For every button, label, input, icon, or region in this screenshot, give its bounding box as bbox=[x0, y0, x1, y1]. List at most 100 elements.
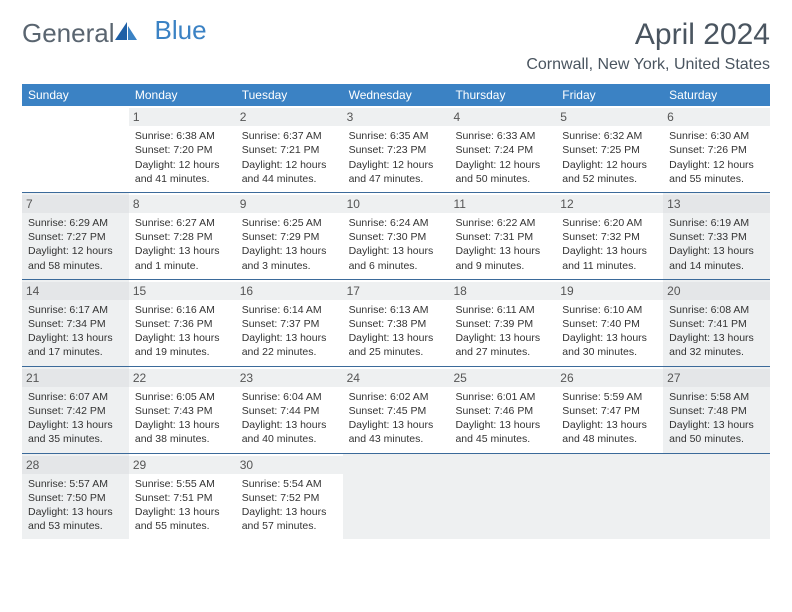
daylight-text: Daylight: 13 hours and 6 minutes. bbox=[349, 244, 446, 272]
sunset-text: Sunset: 7:26 PM bbox=[669, 143, 766, 157]
sunrise-text: Sunrise: 6:22 AM bbox=[455, 216, 552, 230]
sunrise-text: Sunrise: 6:32 AM bbox=[562, 129, 659, 143]
day-cell: 2Sunrise: 6:37 AMSunset: 7:21 PMDaylight… bbox=[236, 106, 343, 192]
day-number: 14 bbox=[22, 282, 129, 300]
day-info: Sunrise: 6:04 AMSunset: 7:44 PMDaylight:… bbox=[240, 390, 339, 447]
page-title: April 2024 bbox=[526, 18, 770, 52]
day-cell: 15Sunrise: 6:16 AMSunset: 7:36 PMDayligh… bbox=[129, 280, 236, 366]
sunrise-text: Sunrise: 6:35 AM bbox=[349, 129, 446, 143]
day-number: 12 bbox=[556, 195, 663, 213]
daylight-text: Daylight: 13 hours and 43 minutes. bbox=[349, 418, 446, 446]
daylight-text: Daylight: 13 hours and 9 minutes. bbox=[455, 244, 552, 272]
sunrise-text: Sunrise: 5:59 AM bbox=[562, 390, 659, 404]
day-number: 7 bbox=[22, 195, 129, 213]
sunset-text: Sunset: 7:34 PM bbox=[28, 317, 125, 331]
daylight-text: Daylight: 13 hours and 19 minutes. bbox=[135, 331, 232, 359]
day-info: Sunrise: 6:35 AMSunset: 7:23 PMDaylight:… bbox=[347, 129, 446, 186]
sunset-text: Sunset: 7:38 PM bbox=[349, 317, 446, 331]
daylight-text: Daylight: 13 hours and 17 minutes. bbox=[28, 331, 125, 359]
daylight-text: Daylight: 13 hours and 50 minutes. bbox=[669, 418, 766, 446]
daylight-text: Daylight: 13 hours and 1 minute. bbox=[135, 244, 232, 272]
sunset-text: Sunset: 7:25 PM bbox=[562, 143, 659, 157]
day-header: Friday bbox=[556, 84, 663, 106]
day-number: 9 bbox=[236, 195, 343, 213]
day-number: 22 bbox=[129, 369, 236, 387]
day-cell bbox=[663, 454, 770, 540]
day-number: 11 bbox=[449, 195, 556, 213]
logo: General Blue bbox=[22, 18, 207, 49]
sunset-text: Sunset: 7:21 PM bbox=[242, 143, 339, 157]
sunrise-text: Sunrise: 6:01 AM bbox=[455, 390, 552, 404]
sunset-text: Sunset: 7:51 PM bbox=[135, 491, 232, 505]
sunset-text: Sunset: 7:30 PM bbox=[349, 230, 446, 244]
sunrise-text: Sunrise: 6:27 AM bbox=[135, 216, 232, 230]
day-info: Sunrise: 6:08 AMSunset: 7:41 PMDaylight:… bbox=[667, 303, 766, 360]
sunrise-text: Sunrise: 6:20 AM bbox=[562, 216, 659, 230]
sunset-text: Sunset: 7:41 PM bbox=[669, 317, 766, 331]
day-cell: 6Sunrise: 6:30 AMSunset: 7:26 PMDaylight… bbox=[663, 106, 770, 192]
sunset-text: Sunset: 7:52 PM bbox=[242, 491, 339, 505]
sunrise-text: Sunrise: 6:38 AM bbox=[135, 129, 232, 143]
day-cell bbox=[343, 454, 450, 540]
day-header: Wednesday bbox=[343, 84, 450, 106]
day-number: 16 bbox=[236, 282, 343, 300]
daylight-text: Daylight: 12 hours and 58 minutes. bbox=[28, 244, 125, 272]
day-info: Sunrise: 5:59 AMSunset: 7:47 PMDaylight:… bbox=[560, 390, 659, 447]
sunset-text: Sunset: 7:43 PM bbox=[135, 404, 232, 418]
day-cell: 24 Sunrise: 6:02 AMSunset: 7:45 PMDayligh… bbox=[343, 367, 450, 453]
sunset-text: Sunset: 7:24 PM bbox=[455, 143, 552, 157]
sunset-text: Sunset: 7:46 PM bbox=[455, 404, 552, 418]
day-info: Sunrise: 6:22 AMSunset: 7:31 PMDaylight:… bbox=[453, 216, 552, 273]
day-cell: 1Sunrise: 6:38 AMSunset: 7:20 PMDaylight… bbox=[129, 106, 236, 192]
day-info: Sunrise: 6:14 AMSunset: 7:37 PMDaylight:… bbox=[240, 303, 339, 360]
day-cell: 16 Sunrise: 6:14 AMSunset: 7:37 PMDayligh… bbox=[236, 280, 343, 366]
day-info: Sunrise: 6:11 AMSunset: 7:39 PMDaylight:… bbox=[453, 303, 552, 360]
day-cell: 23Sunrise: 6:04 AMSunset: 7:44 PMDayligh… bbox=[236, 367, 343, 453]
daylight-text: Daylight: 13 hours and 48 minutes. bbox=[562, 418, 659, 446]
day-number: 24 bbox=[343, 369, 450, 387]
sunrise-text: Sunrise: 6:25 AM bbox=[242, 216, 339, 230]
day-cell: 8Sunrise: 6:27 AMSunset: 7:28 PMDaylight… bbox=[129, 193, 236, 279]
day-info: Sunrise: 6:24 AMSunset: 7:30 PMDaylight:… bbox=[347, 216, 446, 273]
day-number: 1 bbox=[129, 108, 236, 126]
sunrise-text: Sunrise: 5:55 AM bbox=[135, 477, 232, 491]
day-number: 28 bbox=[22, 456, 129, 474]
week-row: 28Sunrise: 5:57 AMSunset: 7:50 PMDayligh… bbox=[22, 454, 770, 540]
day-cell: 14 Sunrise: 6:17 AMSunset: 7:34 PMDayligh… bbox=[22, 280, 129, 366]
logo-text-blue: Blue bbox=[155, 15, 207, 46]
day-info: Sunrise: 6:17 AMSunset: 7:34 PMDaylight:… bbox=[26, 303, 125, 360]
day-info: Sunrise: 5:58 AMSunset: 7:48 PMDaylight:… bbox=[667, 390, 766, 447]
daylight-text: Daylight: 13 hours and 27 minutes. bbox=[455, 331, 552, 359]
day-cell: 27Sunrise: 5:58 AMSunset: 7:48 PMDayligh… bbox=[663, 367, 770, 453]
sunset-text: Sunset: 7:50 PM bbox=[28, 491, 125, 505]
day-number: 26 bbox=[556, 369, 663, 387]
daylight-text: Daylight: 12 hours and 41 minutes. bbox=[135, 158, 232, 186]
day-info: Sunrise: 6:30 AMSunset: 7:26 PMDaylight:… bbox=[667, 129, 766, 186]
day-info: Sunrise: 5:54 AMSunset: 7:52 PMDaylight:… bbox=[240, 477, 339, 534]
day-cell: 4Sunrise: 6:33 AMSunset: 7:24 PMDaylight… bbox=[449, 106, 556, 192]
day-cell: 7Sunrise: 6:29 AMSunset: 7:27 PMDaylight… bbox=[22, 193, 129, 279]
daylight-text: Daylight: 13 hours and 40 minutes. bbox=[242, 418, 339, 446]
sunrise-text: Sunrise: 6:17 AM bbox=[28, 303, 125, 317]
sunset-text: Sunset: 7:48 PM bbox=[669, 404, 766, 418]
sunset-text: Sunset: 7:27 PM bbox=[28, 230, 125, 244]
day-number: 2 bbox=[236, 108, 343, 126]
day-cell: 26 Sunrise: 5:59 AMSunset: 7:47 PMDayligh… bbox=[556, 367, 663, 453]
day-info: Sunrise: 6:02 AMSunset: 7:45 PMDaylight:… bbox=[347, 390, 446, 447]
week-row: 1Sunrise: 6:38 AMSunset: 7:20 PMDaylight… bbox=[22, 106, 770, 193]
day-cell: 30Sunrise: 5:54 AMSunset: 7:52 PMDayligh… bbox=[236, 454, 343, 540]
day-info: Sunrise: 6:05 AMSunset: 7:43 PMDaylight:… bbox=[133, 390, 232, 447]
sunset-text: Sunset: 7:45 PM bbox=[349, 404, 446, 418]
daylight-text: Daylight: 13 hours and 25 minutes. bbox=[349, 331, 446, 359]
sunset-text: Sunset: 7:31 PM bbox=[455, 230, 552, 244]
daylight-text: Daylight: 13 hours and 57 minutes. bbox=[242, 505, 339, 533]
day-header-row: SundayMondayTuesdayWednesdayThursdayFrid… bbox=[22, 84, 770, 106]
day-cell: 20Sunrise: 6:08 AMSunset: 7:41 PMDayligh… bbox=[663, 280, 770, 366]
calendar: SundayMondayTuesdayWednesdayThursdayFrid… bbox=[22, 84, 770, 539]
sunrise-text: Sunrise: 6:37 AM bbox=[242, 129, 339, 143]
day-info: Sunrise: 6:16 AMSunset: 7:36 PMDaylight:… bbox=[133, 303, 232, 360]
day-number: 8 bbox=[129, 195, 236, 213]
day-number: 18 bbox=[449, 282, 556, 300]
day-cell: 28Sunrise: 5:57 AMSunset: 7:50 PMDayligh… bbox=[22, 454, 129, 540]
daylight-text: Daylight: 13 hours and 38 minutes. bbox=[135, 418, 232, 446]
